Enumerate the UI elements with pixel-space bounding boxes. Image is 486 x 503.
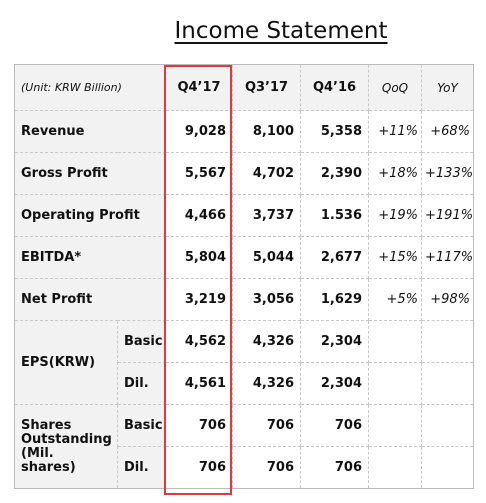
cell: 8,100 bbox=[232, 110, 302, 153]
cell: 3,219 bbox=[165, 278, 234, 321]
cell: +191% bbox=[421, 194, 475, 237]
cell: 706 bbox=[232, 404, 302, 447]
cell bbox=[421, 320, 475, 363]
cell: 2,677 bbox=[300, 236, 370, 279]
cell: +98% bbox=[421, 278, 475, 321]
cell: YoY bbox=[421, 64, 475, 111]
cell: 2,390 bbox=[300, 152, 370, 195]
table-row: Gross Profit 5,567 4,702 2,390 +18% +133% bbox=[13, 152, 475, 195]
cell: 5,804 bbox=[165, 236, 234, 279]
cell: Net Profit bbox=[13, 278, 167, 321]
table-row: EPS(KRW) Basic 4,562 4,326 2,304 bbox=[14, 320, 475, 405]
cell: 5,567 bbox=[165, 152, 234, 195]
cell: 3,056 bbox=[232, 278, 302, 321]
cell bbox=[421, 446, 475, 489]
cell: 4,466 bbox=[165, 194, 234, 237]
cell: EPS(KRW) bbox=[14, 320, 118, 405]
cell: Dil. bbox=[116, 362, 167, 405]
cell: Basic bbox=[116, 320, 167, 363]
cell bbox=[368, 362, 423, 405]
cell: 4,561 bbox=[165, 362, 234, 405]
cell: 5,358 bbox=[300, 110, 370, 153]
cell: Operating Profit bbox=[13, 194, 167, 237]
cell bbox=[421, 362, 475, 405]
cell: +15% bbox=[368, 236, 423, 279]
cell: 1.536 bbox=[300, 194, 370, 237]
cell: 4,562 bbox=[165, 320, 234, 363]
table-row: Shares Outstanding (Mil. shares) Basic 706… bbox=[14, 404, 475, 489]
cell: Shares Outstanding (Mil. shares) bbox=[14, 404, 118, 489]
cell: 4,702 bbox=[232, 152, 302, 195]
cell: 706 bbox=[165, 404, 234, 447]
cell: Q4’17 bbox=[165, 64, 234, 111]
cell: 1,629 bbox=[300, 278, 370, 321]
cell: 3,737 bbox=[232, 194, 302, 237]
table-row: (Unit: KRW Billion) Q4’17 Q3’17 Q4’16 QoQ YoY bbox=[13, 64, 475, 111]
cell: Revenue bbox=[13, 110, 167, 153]
cell: 706 bbox=[165, 446, 234, 489]
cell: 706 bbox=[300, 404, 370, 447]
cell bbox=[368, 404, 423, 447]
table-row: Net Profit 3,219 3,056 1,629 +5% +98% bbox=[13, 278, 475, 321]
cell: +11% bbox=[368, 110, 423, 153]
cell: 4,326 bbox=[232, 362, 302, 405]
cell bbox=[368, 320, 423, 363]
table-row: Operating Profit 4,466 3,737 1.536 +19% +191% bbox=[13, 194, 475, 237]
title: Income Statement bbox=[174, 18, 388, 44]
cell: +5% bbox=[368, 278, 423, 321]
cell: Dil. bbox=[116, 446, 167, 489]
cell: 706 bbox=[232, 446, 302, 489]
table-row: EBITDA* 5,804 5,044 2,677 +15% +117% bbox=[13, 236, 475, 279]
income-table: (Unit: KRW Billion) Q4’17 Q3’17 Q4’16 QoQ YoY… bbox=[13, 64, 475, 489]
cell: +18% bbox=[368, 152, 423, 195]
cell: 2,304 bbox=[300, 362, 370, 405]
cell: Q3’17 bbox=[232, 64, 302, 111]
cell: +133% bbox=[421, 152, 475, 195]
cell: Basic bbox=[116, 404, 167, 447]
cell: +19% bbox=[368, 194, 423, 237]
cell: QoQ bbox=[368, 64, 423, 111]
cell: +68% bbox=[421, 110, 475, 153]
cell: 2,304 bbox=[300, 320, 370, 363]
cell bbox=[421, 404, 475, 447]
cell: 5,044 bbox=[232, 236, 302, 279]
table-row: Revenue 9,028 8,100 5,358 +11% +68% bbox=[13, 110, 475, 153]
cell: 9,028 bbox=[165, 110, 234, 153]
cell: Gross Profit bbox=[13, 152, 167, 195]
cell: 706 bbox=[300, 446, 370, 489]
cell bbox=[368, 446, 423, 489]
cell: +117% bbox=[421, 236, 475, 279]
cell: (Unit: KRW Billion) bbox=[13, 64, 167, 111]
table-row: Dil. 706 706 706 bbox=[15, 446, 475, 489]
cell: Q4’16 bbox=[300, 64, 370, 111]
cell: 4,326 bbox=[232, 320, 302, 363]
cell: EBITDA* bbox=[13, 236, 167, 279]
table-row: Dil. 4,561 4,326 2,304 bbox=[15, 362, 475, 405]
